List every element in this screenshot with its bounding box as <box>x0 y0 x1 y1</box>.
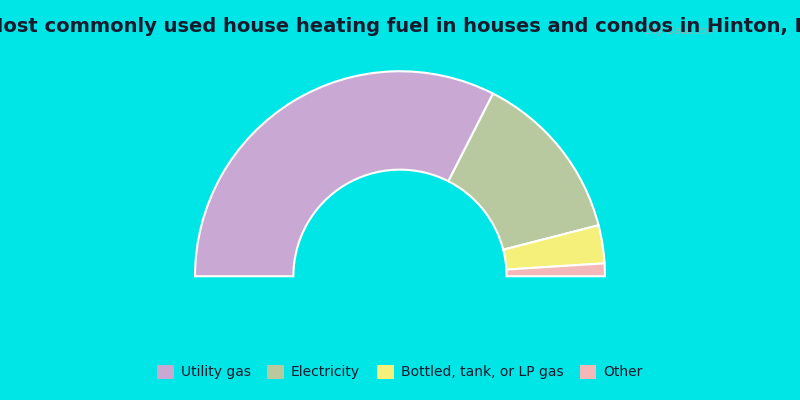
Text: City-Data.com: City-Data.com <box>644 26 718 36</box>
Wedge shape <box>506 263 605 276</box>
Wedge shape <box>503 225 605 270</box>
Wedge shape <box>195 71 493 276</box>
Wedge shape <box>448 94 598 250</box>
Legend: Utility gas, Electricity, Bottled, tank, or LP gas, Other: Utility gas, Electricity, Bottled, tank,… <box>152 359 648 385</box>
Text: Most commonly used house heating fuel in houses and condos in Hinton, IA: Most commonly used house heating fuel in… <box>0 17 800 36</box>
